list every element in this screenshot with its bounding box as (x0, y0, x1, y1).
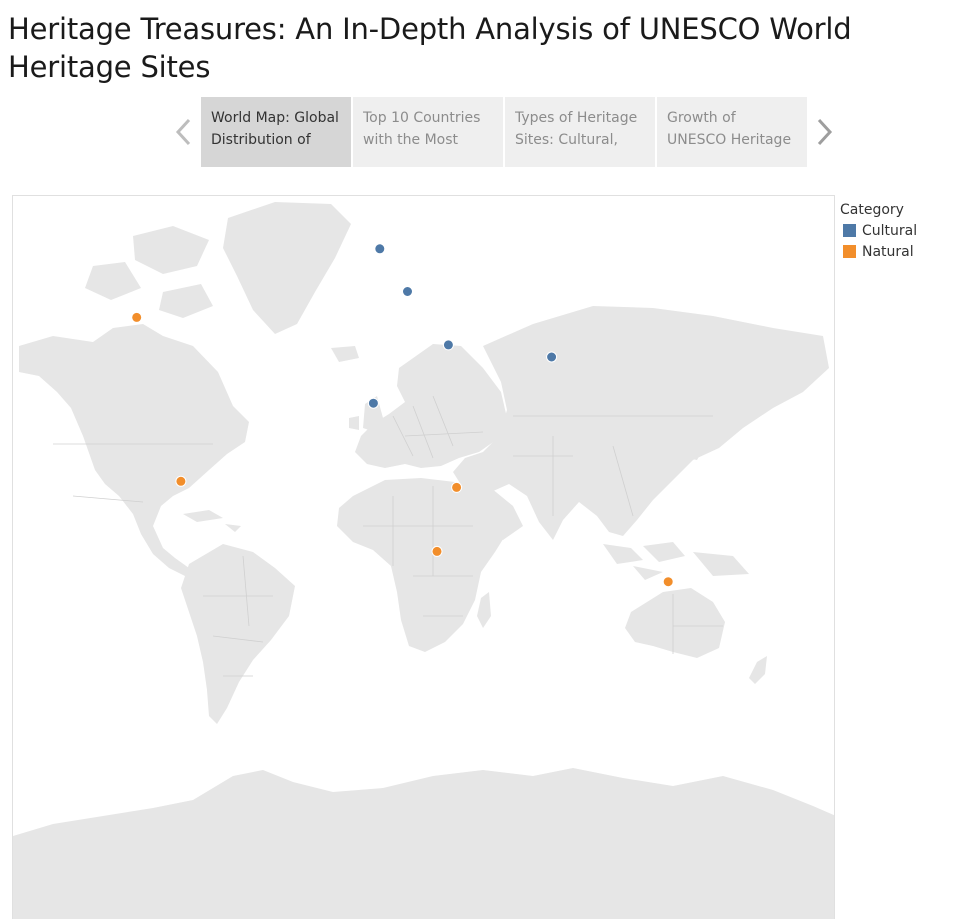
landmass-south-america (181, 544, 295, 724)
landmass-greenland (223, 202, 351, 334)
landmass-iceland (331, 346, 359, 362)
legend-item-natural[interactable]: Natural (840, 241, 950, 262)
border-europe-countries (392, 395, 484, 459)
legend-item-cultural[interactable]: Cultural (840, 220, 950, 241)
landmasses (13, 202, 834, 919)
world-map[interactable] (12, 195, 835, 919)
border-us-mexico (72, 495, 144, 503)
story-point-caption-line1: Top 10 Countries (363, 110, 481, 126)
landmass-new-zealand (749, 656, 767, 684)
site-point-cultural[interactable] (367, 397, 379, 409)
story-next-button[interactable] (810, 97, 838, 167)
category-legend: Category Cultural Natural (840, 200, 950, 262)
landmass-asia (453, 306, 829, 540)
story-point-types-of-sites[interactable]: Types of Heritage Sites: Cultural, (505, 97, 655, 167)
legend-swatch-cultural (843, 224, 856, 237)
landmass-europe (355, 344, 507, 468)
site-point-cultural[interactable] (402, 286, 413, 297)
legend-title: Category (840, 202, 904, 218)
story-point-caption-line2: Sites: Cultural, (515, 132, 618, 148)
site-point-natural[interactable] (662, 576, 674, 588)
story-prev-button[interactable] (170, 97, 198, 167)
legend-label-cultural: Cultural (862, 222, 918, 239)
story-point-caption-line1: Growth of (667, 110, 736, 126)
site-point-cultural[interactable] (546, 351, 558, 363)
site-point-natural[interactable] (431, 545, 443, 557)
landmass-sea-islands (603, 542, 749, 580)
site-points (131, 243, 674, 588)
landmass-arctic-islands (85, 226, 213, 318)
legend-swatch-natural (843, 245, 856, 258)
page-title: Heritage Treasures: An In-Depth Analysis… (8, 12, 852, 84)
landmass-antarctica (13, 768, 834, 919)
landmass-north-america (19, 324, 249, 578)
landmass-arabia (465, 488, 523, 540)
story-point-caption-line1: World Map: Global (211, 110, 339, 126)
landmass-australia (625, 588, 725, 658)
story-point-caption-line2: with the Most (363, 132, 459, 148)
border-south-america-countries (203, 555, 273, 677)
story-point-caption-line2: UNESCO Heritage (667, 132, 792, 148)
legend-label-natural: Natural (862, 243, 914, 260)
story-point-growth[interactable]: Growth of UNESCO Heritage (657, 97, 807, 167)
landmass-madagascar (477, 592, 491, 628)
country-borders (53, 395, 723, 677)
border-africa-countries (363, 486, 473, 617)
story-points: World Map: Global Distribution of Top 10… (201, 97, 807, 167)
chevron-left-icon (175, 118, 191, 146)
border-australia-states (672, 594, 723, 654)
landmass-africa (337, 478, 505, 652)
landmass-japan (687, 414, 707, 460)
story-point-top-10-countries[interactable]: Top 10 Countries with the Most (353, 97, 503, 167)
site-point-cultural[interactable] (442, 339, 454, 351)
story-point-caption-line1: Types of Heritage (515, 110, 638, 126)
site-point-natural[interactable] (175, 475, 187, 487)
chevron-right-icon (817, 118, 833, 146)
story-navigator: World Map: Global Distribution of Top 10… (170, 97, 840, 167)
site-point-cultural[interactable] (374, 243, 386, 255)
story-point-world-map[interactable]: World Map: Global Distribution of (201, 97, 351, 167)
site-point-natural[interactable] (451, 481, 463, 493)
world-map-canvas (13, 202, 834, 919)
border-asia-countries (513, 415, 713, 517)
story-point-caption-line2: Distribution of (211, 132, 311, 148)
site-point-natural[interactable] (131, 311, 143, 323)
landmass-caribbean (183, 510, 241, 532)
